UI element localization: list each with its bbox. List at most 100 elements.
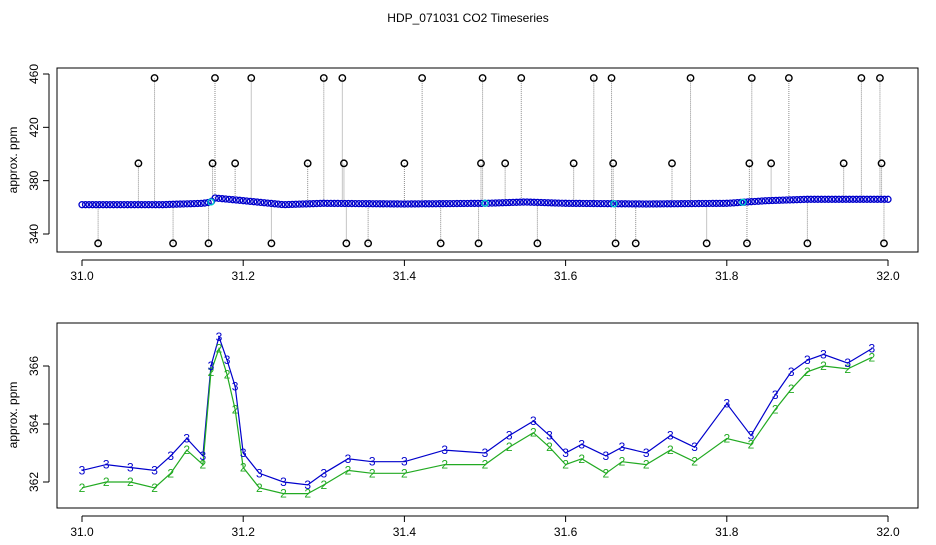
baseline-point	[681, 200, 689, 208]
bottom-y-tick-label: 362	[27, 472, 41, 492]
baseline-point	[232, 196, 240, 204]
baseline-point	[411, 200, 419, 208]
series-3-marker: 3	[103, 458, 110, 472]
top-baseline-band	[78, 194, 892, 209]
baseline-point	[183, 200, 191, 208]
baseline-point	[800, 195, 808, 204]
baseline-point	[726, 199, 734, 207]
bottom-x-tick-label: 31.4	[393, 525, 417, 539]
baseline-point	[491, 199, 500, 207]
baseline-point	[362, 200, 370, 208]
series-3-marker: 3	[345, 452, 352, 466]
spike-point	[267, 239, 276, 248]
cyan-marker	[610, 200, 618, 208]
baseline-point	[642, 200, 650, 208]
baseline-point	[880, 195, 889, 203]
baseline-point	[407, 200, 416, 208]
baseline-point	[751, 197, 759, 206]
baseline-point	[453, 199, 461, 208]
series-3-marker: 3	[562, 446, 569, 460]
baseline-point	[761, 197, 769, 205]
baseline-point	[782, 196, 791, 204]
baseline-point	[295, 200, 303, 208]
baseline-point	[688, 199, 696, 208]
baseline-point	[162, 200, 170, 209]
spike-point	[338, 74, 347, 82]
baseline-point	[845, 195, 854, 203]
series-2-marker: 2	[320, 478, 327, 492]
series-2-line	[81, 346, 873, 495]
top-y-axis-label: approx. ppm	[6, 127, 20, 194]
baseline-point	[526, 198, 535, 206]
spike-point	[839, 159, 848, 168]
spike-point	[94, 239, 103, 248]
bottom-x-tick-label: 32.0	[876, 525, 900, 539]
baseline-point	[204, 198, 212, 207]
baseline-point	[330, 199, 338, 208]
baseline-point	[449, 199, 458, 208]
baseline-point	[796, 195, 805, 204]
top-spike-points	[94, 74, 888, 248]
baseline-point	[579, 199, 587, 208]
baseline-point	[884, 195, 892, 203]
baseline-point	[313, 199, 321, 208]
baseline-point	[243, 197, 251, 205]
baseline-point	[271, 200, 279, 208]
baseline-point	[372, 200, 381, 208]
series-3-marker: 3	[167, 449, 174, 463]
baseline-point	[141, 201, 149, 209]
series-3-marker: 3	[546, 429, 553, 443]
series-3-marker: 3	[506, 429, 513, 443]
baseline-point	[618, 200, 626, 208]
spike-point	[211, 74, 219, 82]
baseline-point	[344, 199, 352, 208]
baseline-point	[821, 195, 829, 203]
baseline-point	[225, 195, 233, 203]
series-2-marker: 2	[167, 466, 174, 480]
baseline-point	[99, 201, 107, 209]
cyan-marker	[481, 199, 489, 207]
series-2-marker: 2	[667, 443, 674, 457]
top-x-tick-label: 31.0	[70, 269, 94, 283]
baseline-point	[705, 199, 713, 208]
baseline-point	[109, 201, 118, 209]
series-2-marker: 2	[723, 432, 730, 446]
series-2-marker: 2	[127, 475, 134, 489]
baseline-point	[572, 199, 580, 208]
baseline-point	[786, 196, 794, 204]
baseline-point	[397, 200, 405, 208]
bottom-x-tick-label: 31.8	[715, 525, 739, 539]
baseline-point	[302, 200, 310, 208]
series-3-marker: 3	[151, 463, 158, 477]
top-x-axis: 31.0 31.2 31.4 31.6 31.8 32.0	[70, 259, 900, 283]
baseline-point	[190, 199, 198, 208]
series-3-marker: 3	[369, 455, 376, 469]
baseline-point	[639, 200, 647, 208]
series-3-marker: 3	[643, 446, 650, 460]
baseline-point	[814, 195, 822, 203]
spike-point	[803, 239, 812, 248]
baseline-point	[176, 200, 184, 208]
baseline-point	[866, 195, 875, 203]
baseline-point	[477, 199, 486, 208]
bottom-y-axis-label: approx. ppm	[6, 382, 20, 449]
baseline-point	[327, 199, 335, 208]
baseline-point	[165, 200, 174, 209]
spike-point	[607, 74, 616, 82]
baseline-point	[698, 199, 706, 208]
baseline-point	[218, 195, 226, 203]
baseline-point	[873, 195, 882, 203]
baseline-point	[428, 200, 437, 208]
series-2-marker: 2	[232, 403, 239, 417]
baseline-point	[632, 200, 640, 208]
baseline-point	[281, 200, 289, 209]
spike-point	[533, 239, 542, 248]
baseline-point	[859, 195, 868, 203]
series-2-marker: 2	[643, 458, 650, 472]
top-plot-frame	[56, 67, 919, 253]
baseline-point	[674, 200, 682, 208]
series-2-marker: 2	[748, 437, 755, 451]
series-2-marker: 2	[869, 350, 876, 364]
spike-point	[204, 239, 213, 248]
